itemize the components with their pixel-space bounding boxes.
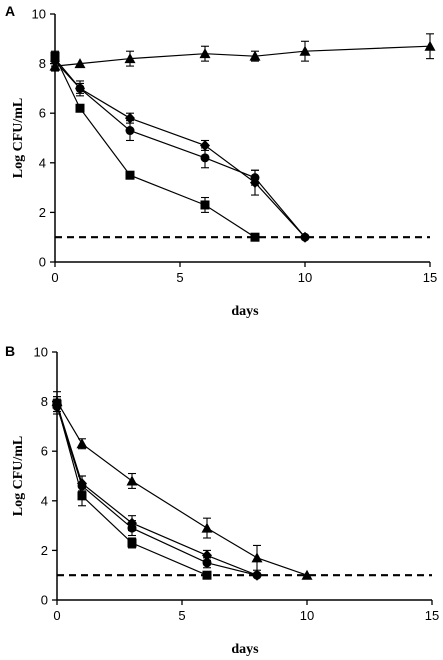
data-point-square [200, 200, 210, 210]
x-tick-label: 0 [53, 608, 60, 623]
data-point-triangle [424, 40, 436, 51]
data-point-triangle [124, 53, 136, 64]
data-point-circle [202, 558, 212, 568]
data-point-triangle [301, 569, 313, 580]
y-tick-label: 8 [39, 56, 46, 71]
data-point-triangle [126, 475, 138, 486]
panel-a: A 0 2 4 6 8 10 0 5 10 15 days Log CFU/mL [5, 3, 437, 319]
series-square [50, 50, 260, 242]
y-tick-label: 0 [41, 593, 48, 608]
panel-label: B [5, 343, 15, 359]
data-point-square [202, 570, 212, 580]
y-tick-label: 4 [39, 155, 46, 170]
y-tick-label: 6 [39, 106, 46, 121]
y-tick-label: 10 [34, 345, 48, 360]
y-axis-title: Log CFU/mL [11, 436, 26, 517]
y-axis-title: Log CFU/mL [11, 98, 26, 179]
series-circle [50, 53, 310, 242]
data-point-square [127, 538, 137, 548]
data-point-triangle [76, 438, 88, 449]
series-line [54, 55, 256, 238]
panel-b: B 0 2 4 6 8 10 0 5 10 15 days Log CFU/mL [5, 343, 439, 657]
series-circle [52, 398, 262, 580]
x-tick-label: 0 [51, 270, 58, 285]
series-line [56, 401, 308, 576]
data-point-circle [250, 173, 260, 183]
y-tick-label: 6 [41, 444, 48, 459]
data-point-circle [75, 83, 85, 93]
data-point-circle [127, 523, 137, 533]
x-tick-label: 15 [423, 270, 437, 285]
data-point-circle [200, 153, 210, 163]
data-point-circle [252, 570, 262, 580]
x-tick-label: 5 [176, 270, 183, 285]
series-triangle [49, 33, 436, 72]
data-point-triangle [249, 50, 261, 61]
data-point-triangle [199, 48, 211, 59]
x-axis-title: days [231, 642, 259, 657]
y-tick-label: 2 [39, 205, 46, 220]
y-tick-label: 4 [41, 493, 48, 508]
data-point-square [250, 232, 260, 242]
series-line [54, 58, 306, 238]
x-axis-title: days [231, 304, 259, 319]
data-point-circle [125, 126, 135, 136]
x-tick-label: 5 [178, 608, 185, 623]
data-point-triangle [299, 45, 311, 56]
data-point-square [50, 51, 60, 61]
data-point-triangle [74, 58, 86, 69]
series-line [56, 406, 258, 576]
series-line [54, 45, 431, 67]
x-tick-label: 10 [298, 270, 312, 285]
x-tick-label: 15 [425, 608, 439, 623]
x-tick-label: 10 [300, 608, 314, 623]
data-point-square [125, 170, 135, 180]
panel-label: A [5, 3, 15, 19]
data-point-circle [300, 232, 310, 242]
data-point-square [75, 103, 85, 113]
data-point-triangle [201, 522, 213, 533]
y-tick-label: 10 [32, 7, 46, 22]
series-square [52, 396, 212, 580]
series-line [56, 403, 208, 576]
y-tick-label: 2 [41, 543, 48, 558]
data-point-triangle [251, 552, 263, 563]
y-tick-label: 0 [39, 255, 46, 270]
data-point-square [77, 491, 87, 501]
y-tick-label: 8 [41, 394, 48, 409]
data-point-square [52, 399, 62, 409]
